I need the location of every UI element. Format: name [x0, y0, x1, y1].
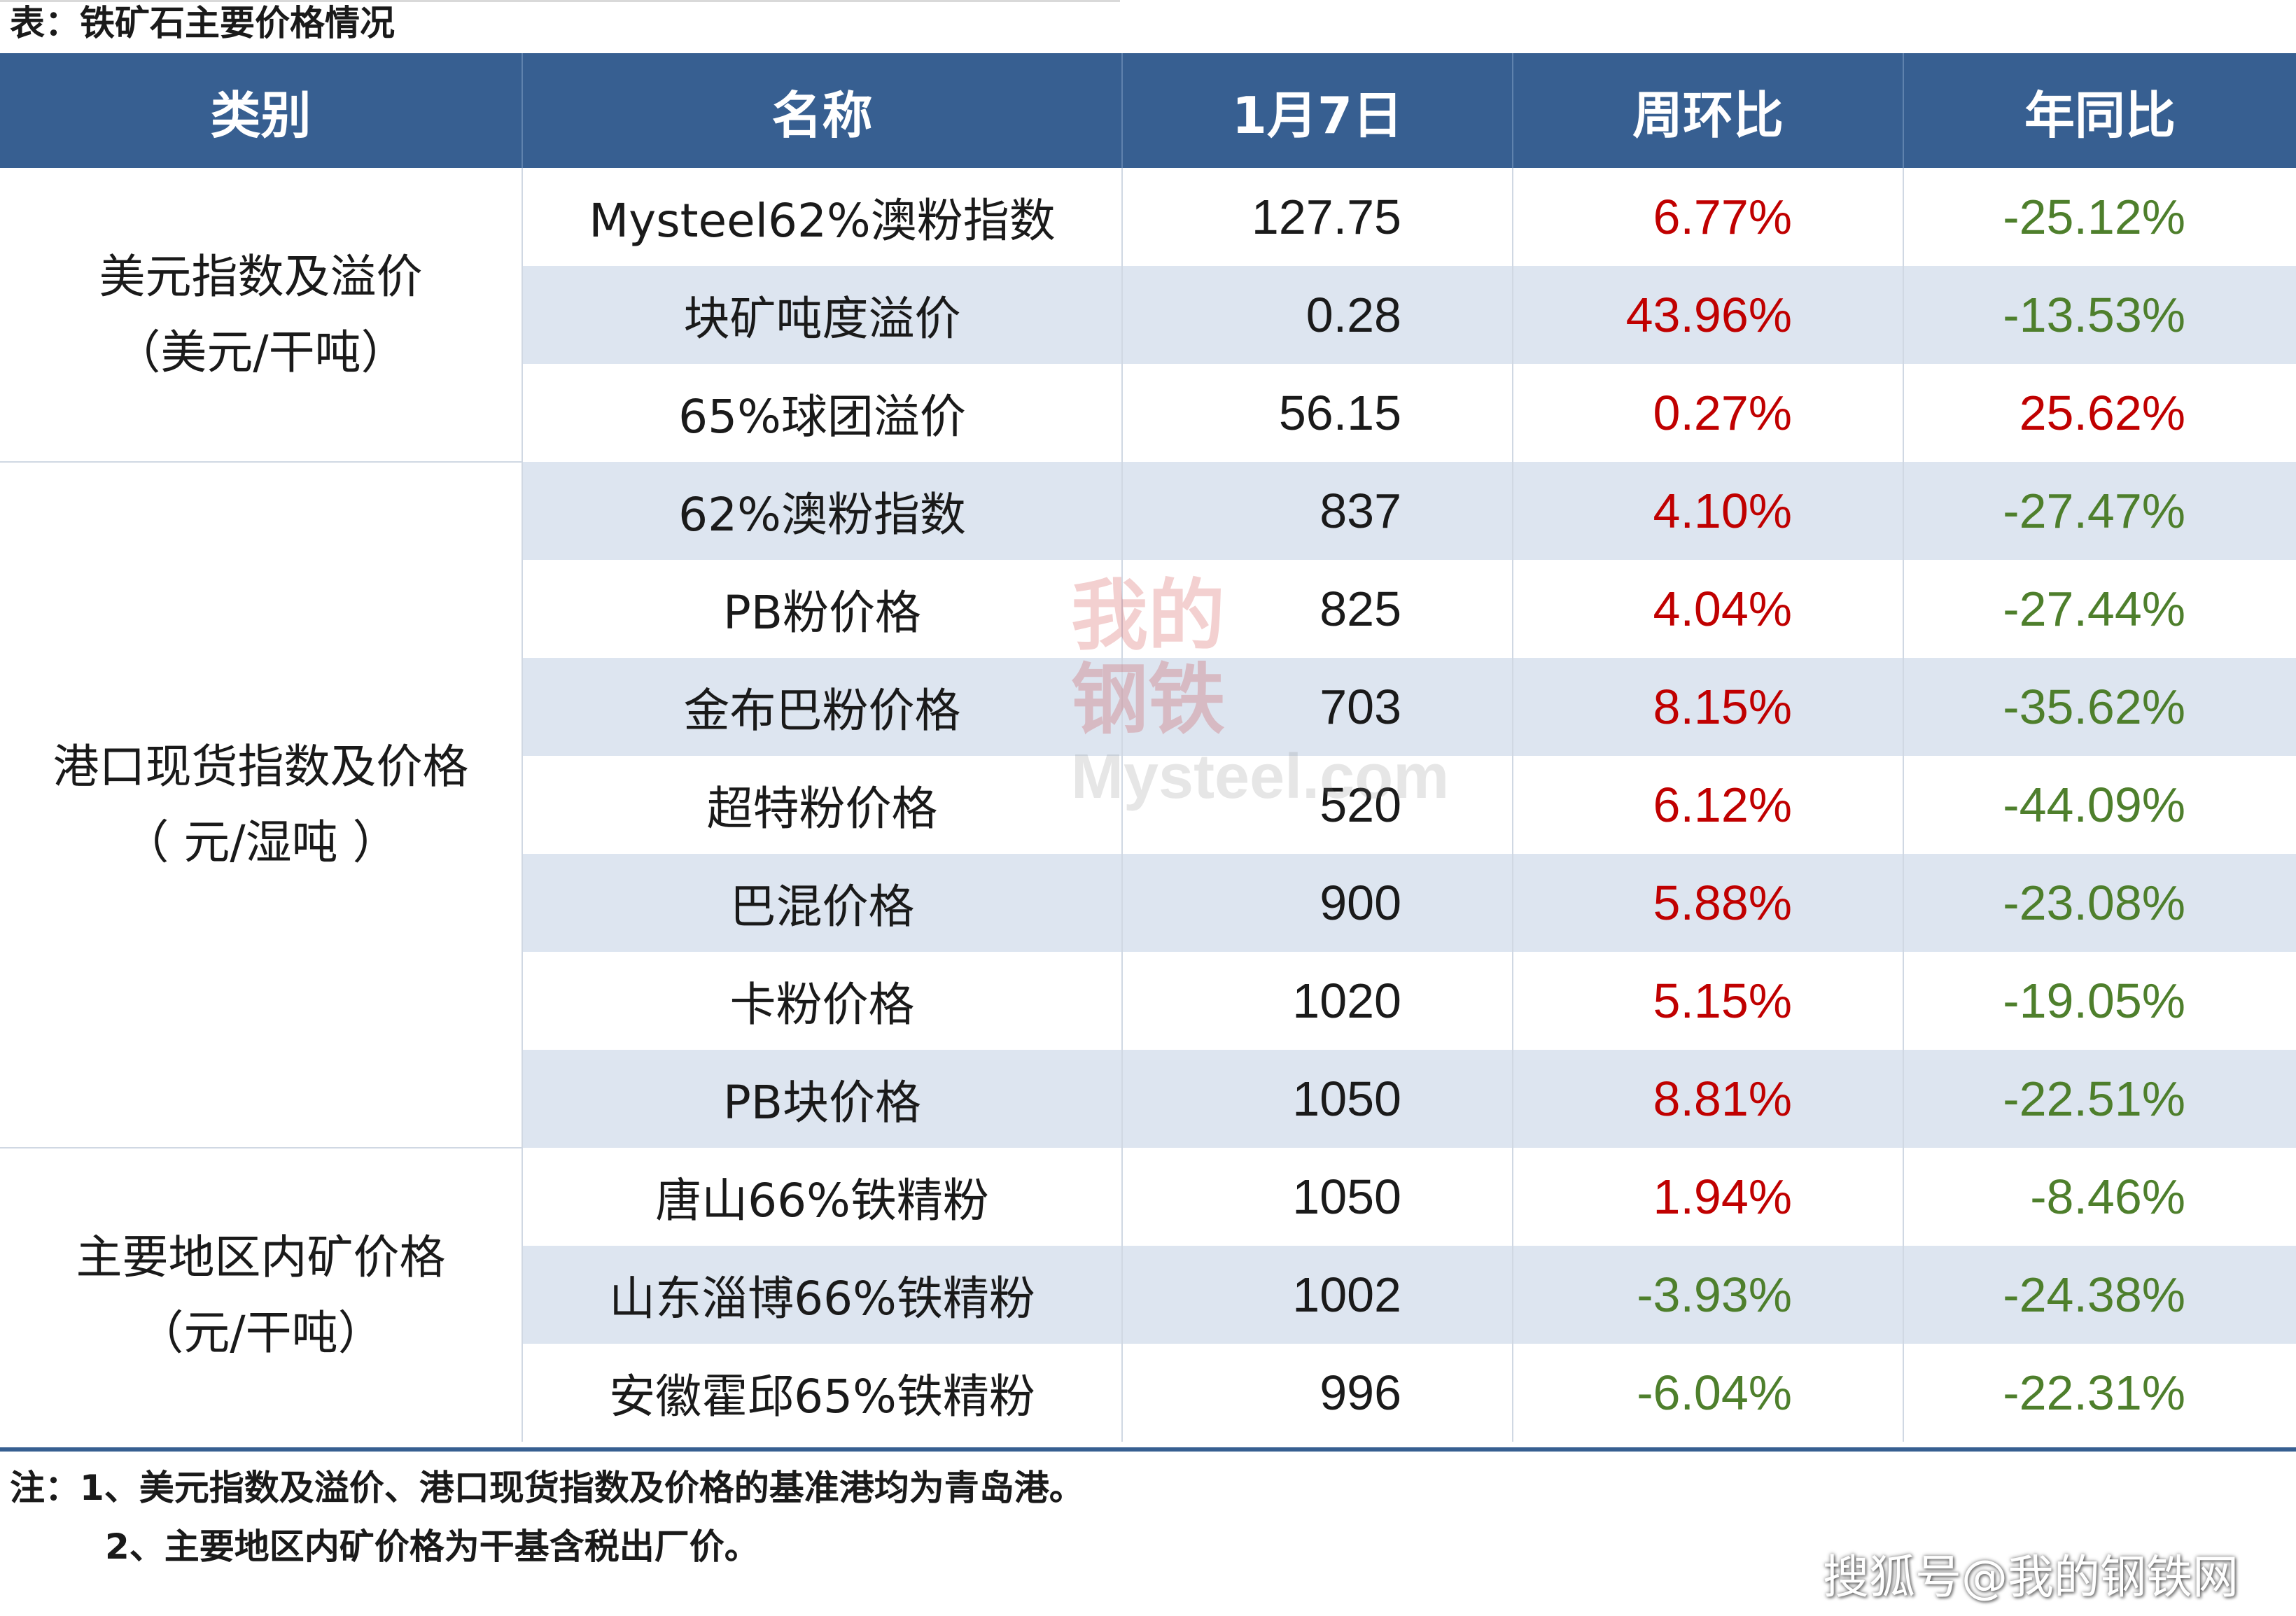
table-row: 山东淄博66%铁精粉 1002 -3.93% -24.38% [0, 1246, 2296, 1344]
table-row: 美元指数及溢价 （美元/干吨） Mysteel62%澳粉指数 127.75 6.77% -… [0, 168, 2296, 462]
wow-change: 4.10% [1512, 462, 1903, 560]
yoy-change: -35.62% [1903, 658, 2296, 756]
price-value: 837 [1121, 462, 1513, 560]
wow-change: 8.15% [1512, 658, 1903, 756]
wow-change: 43.96% [1512, 266, 1903, 364]
yoy-change: -19.05% [1903, 952, 2296, 1050]
wow-change: 8.81% [1512, 1050, 1903, 1148]
yoy-change: -22.51% [1903, 1050, 2296, 1148]
yoy-change: -22.31% [1903, 1344, 2296, 1442]
price-value: 1050 [1121, 1148, 1513, 1246]
wow-change: -3.93% [1512, 1246, 1903, 1344]
category-label: 港口现货指数及价格 [52, 740, 469, 794]
table-row: 卡粉价格 1020 5.15% -19.05% [0, 952, 2296, 1050]
price-value: 900 [1121, 854, 1513, 952]
item-name: 巴混价格 [522, 854, 1122, 952]
price-value: 825 [1121, 560, 1513, 658]
price-value: 0.28 [1121, 266, 1513, 364]
yoy-change: -8.46% [1903, 1148, 2296, 1246]
category-cell: 主要地区内矿价格 （元/干吨） [0, 1147, 522, 1442]
category-unit: （ 元/湿吨 ） [122, 815, 399, 869]
item-name: 62%澳粉指数 [522, 462, 1122, 560]
item-name: 65%球团溢价 [522, 364, 1122, 462]
yoy-change: -27.47% [1903, 462, 2296, 560]
price-value: 127.75 [1121, 168, 1513, 266]
item-name: 安徽霍邱65%铁精粉 [522, 1344, 1122, 1442]
wow-change: 1.94% [1512, 1148, 1903, 1246]
table-row: PB粉价格 825 4.04% -27.44% [0, 560, 2296, 658]
wow-change: -6.04% [1512, 1344, 1903, 1442]
table-row: 块矿吨度溢价 0.28 43.96% -13.53% [0, 266, 2296, 364]
category-cell: 港口现货指数及价格 （ 元/湿吨 ） [0, 461, 522, 1148]
item-name: PB块价格 [522, 1050, 1122, 1148]
table-row: 65%球团溢价 56.15 0.27% 25.62% [0, 364, 2296, 462]
header-yoy: 年同比 [1903, 53, 2296, 168]
category-label: 美元指数及溢价 [99, 249, 423, 304]
wow-change: 5.88% [1512, 854, 1903, 952]
category-unit: （元/干吨） [137, 1305, 384, 1360]
table-row: 港口现货指数及价格 （ 元/湿吨 ） 62%澳粉指数 837 4.10% -27.47% [0, 461, 2296, 1148]
yoy-change: -44.09% [1903, 756, 2296, 854]
header-category: 类别 [0, 53, 522, 168]
price-value: 56.15 [1121, 364, 1513, 462]
caption-top-rule [0, 0, 1120, 2]
yoy-change: -27.44% [1903, 560, 2296, 658]
wow-change: 4.04% [1512, 560, 1903, 658]
yoy-change: 25.62% [1903, 364, 2296, 462]
item-name: PB粉价格 [522, 560, 1122, 658]
category-unit: （美元/干吨） [114, 325, 407, 379]
price-value: 1002 [1121, 1246, 1513, 1344]
footnote-2: 2、主要地区内矿价格为干基含税出厂价。 [105, 1526, 760, 1567]
table-row: 巴混价格 900 5.88% -23.08% [0, 854, 2296, 952]
item-name: 金布巴粉价格 [522, 658, 1122, 756]
table-row: 金布巴粉价格 703 8.15% -35.62% [0, 658, 2296, 756]
header-row: 类别 名称 1月7日 周环比 年同比 [0, 53, 2296, 168]
price-value: 996 [1121, 1344, 1513, 1442]
table-row: 超特粉价格 520 6.12% -44.09% [0, 756, 2296, 854]
category-cell: 美元指数及溢价 （美元/干吨） [0, 168, 522, 462]
item-name: Mysteel62%澳粉指数 [522, 168, 1122, 266]
wow-change: 6.77% [1512, 168, 1903, 266]
yoy-change: -23.08% [1903, 854, 2296, 952]
price-value: 1020 [1121, 952, 1513, 1050]
header-date: 1月7日 [1121, 53, 1513, 168]
category-label: 主要地区内矿价格 [76, 1230, 446, 1284]
wow-change: 6.12% [1512, 756, 1903, 854]
table-bottom-rule [0, 1447, 2296, 1452]
wow-change: 0.27% [1512, 364, 1903, 462]
item-name: 卡粉价格 [522, 952, 1122, 1050]
yoy-change: -13.53% [1903, 266, 2296, 364]
price-value: 1050 [1121, 1050, 1513, 1148]
item-name: 超特粉价格 [522, 756, 1122, 854]
header-wow: 周环比 [1512, 53, 1903, 168]
table-row: PB块价格 1050 8.81% -22.51% [0, 1050, 2296, 1148]
price-value: 520 [1121, 756, 1513, 854]
iron-ore-price-table: 类别 名称 1月7日 周环比 年同比 美元指数及溢价 （美元/干吨） Mysteel… [0, 53, 2296, 1442]
yoy-change: -25.12% [1903, 168, 2296, 266]
table-body: 美元指数及溢价 （美元/干吨） Mysteel62%澳粉指数 127.75 6.77% -… [0, 168, 2296, 1442]
yoy-change: -24.38% [1903, 1246, 2296, 1344]
item-name: 唐山66%铁精粉 [522, 1148, 1122, 1246]
price-value: 703 [1121, 658, 1513, 756]
table-caption: 表：铁矿石主要价格情况 [10, 3, 395, 43]
item-name: 块矿吨度溢价 [522, 266, 1122, 364]
table-row: 主要地区内矿价格 （元/干吨） 唐山66%铁精粉 1050 1.94% -8.46% [0, 1147, 2296, 1442]
source-credit: 搜狐号@我的钢铁网 [1823, 1550, 2239, 1604]
item-name: 山东淄博66%铁精粉 [522, 1246, 1122, 1344]
footnote-1: 注：1、美元指数及溢价、港口现货指数及价格的基准港均为青岛港。 [10, 1468, 1084, 1508]
wow-change: 5.15% [1512, 952, 1903, 1050]
header-name: 名称 [522, 53, 1122, 168]
table-row: 安徽霍邱65%铁精粉 996 -6.04% -22.31% [0, 1344, 2296, 1442]
